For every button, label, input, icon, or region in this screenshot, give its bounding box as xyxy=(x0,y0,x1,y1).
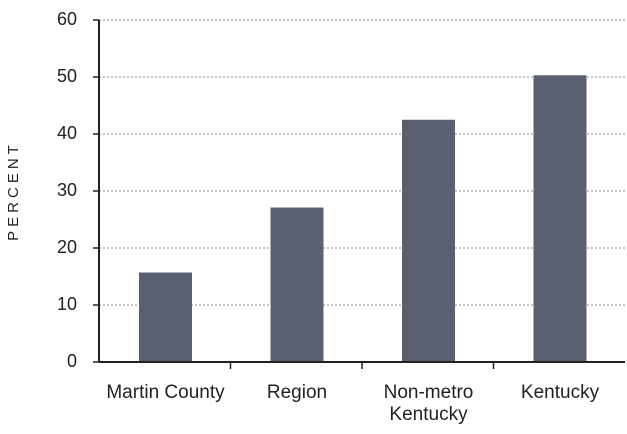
bar xyxy=(139,272,192,362)
x-tick-label: Region xyxy=(266,382,328,403)
y-tick-label: 40 xyxy=(57,123,77,143)
x-tick-label: Non-metro Kentucky xyxy=(383,382,474,425)
y-tick-label: 30 xyxy=(57,180,77,200)
y-axis-label: PERCENT xyxy=(5,141,22,241)
x-tick-label: Kentucky xyxy=(520,382,600,403)
y-tick-label: 60 xyxy=(57,9,77,29)
x-tick-label: Martin County xyxy=(106,382,225,403)
y-tick-label: 50 xyxy=(57,66,77,86)
bar xyxy=(533,75,587,362)
bar xyxy=(402,119,455,362)
y-tick-label: 20 xyxy=(57,237,77,257)
y-tick-label: 10 xyxy=(57,294,77,314)
bar xyxy=(270,207,324,362)
y-tick-label: 0 xyxy=(67,351,77,371)
